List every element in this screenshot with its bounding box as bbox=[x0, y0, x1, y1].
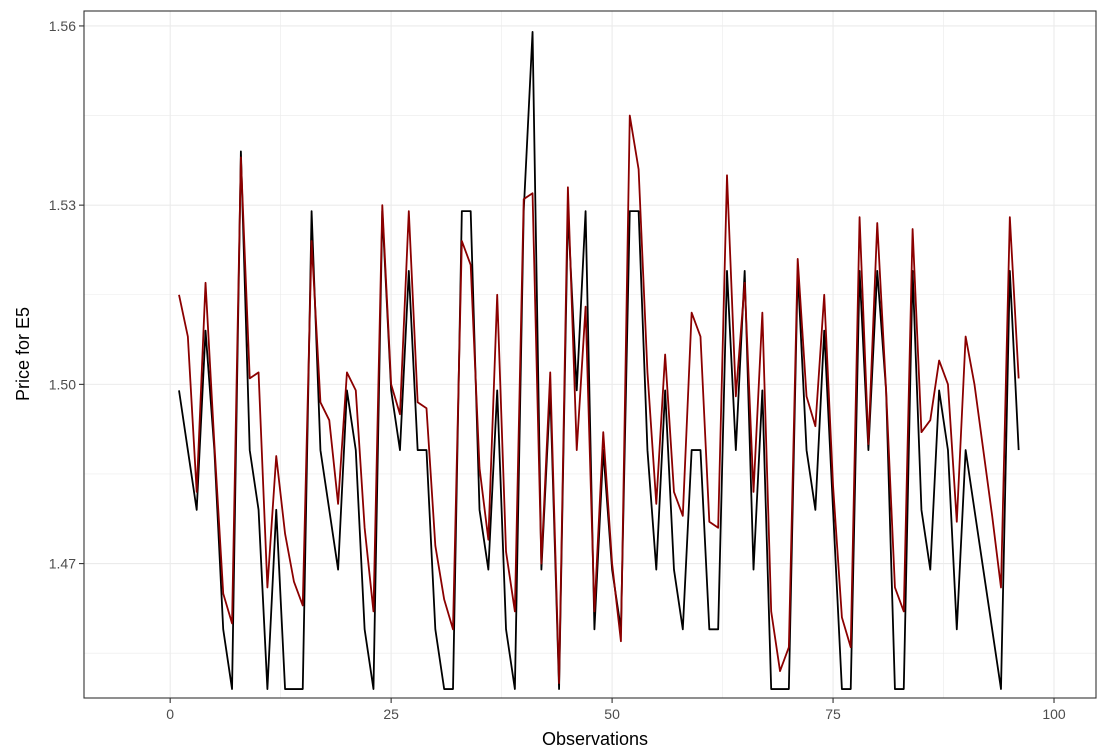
plot-panel bbox=[83, 10, 1097, 699]
y-tick-label: 1.56 bbox=[49, 18, 76, 34]
panel-border bbox=[83, 10, 1097, 699]
x-tick-label: 25 bbox=[383, 706, 399, 722]
x-tick-label: 100 bbox=[1042, 706, 1066, 722]
x-axis-title: Observations bbox=[542, 729, 648, 749]
y-tick-label: 1.50 bbox=[49, 376, 76, 392]
x-axis: 0 25 50 75 100 bbox=[166, 698, 1066, 722]
y-axis: 1.47 1.50 1.53 1.56 bbox=[49, 18, 84, 572]
series-line-2 bbox=[178, 114, 1020, 684]
y-tick-label: 1.53 bbox=[49, 197, 76, 213]
x-tick-label: 0 bbox=[166, 706, 174, 722]
panel-background bbox=[84, 11, 1096, 698]
y-tick-label: 1.47 bbox=[49, 556, 76, 572]
y-axis-title: Price for E5 bbox=[13, 307, 33, 401]
x-tick-label: 75 bbox=[825, 706, 841, 722]
x-tick-label: 50 bbox=[604, 706, 620, 722]
series-lines bbox=[178, 31, 1020, 690]
